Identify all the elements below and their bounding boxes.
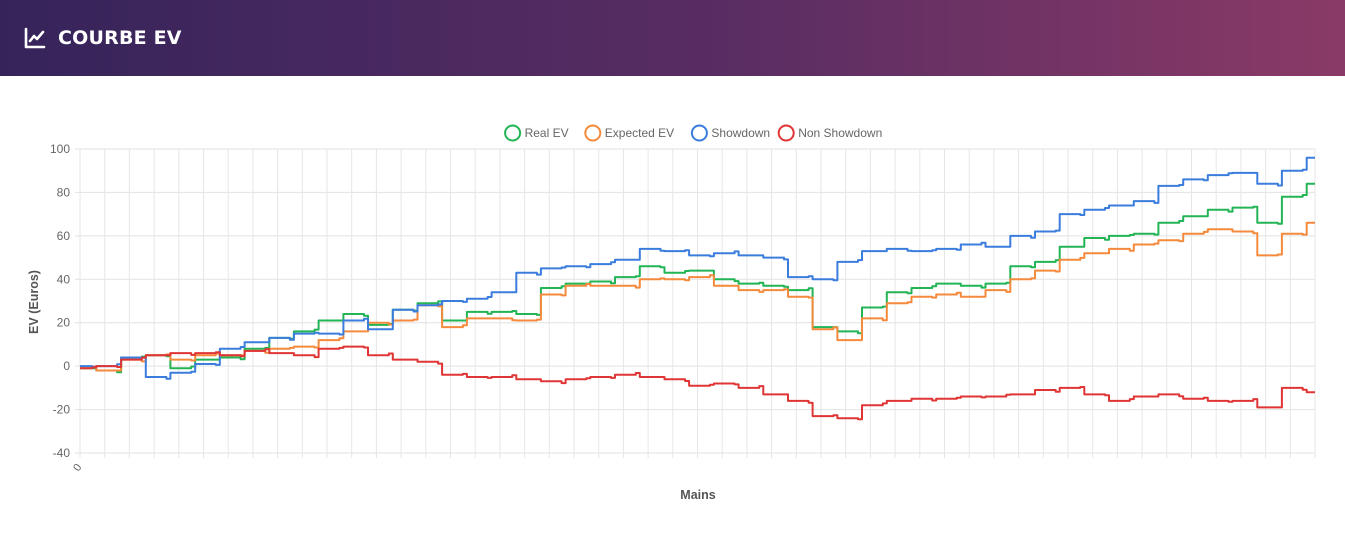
page-header: COURBE EV (0, 0, 1345, 76)
legend-item-expected-ev[interactable]: Expected EV (584, 124, 674, 142)
legend-swatch (777, 124, 795, 142)
legend-item-non-showdown[interactable]: Non Showdown (777, 124, 883, 142)
y-tick-label: -20 (53, 403, 71, 417)
ev-chart-container: Real EV Expected EV Showdown Non Showdown 1… (0, 76, 1345, 531)
chart-legend[interactable]: Real EV Expected EV Showdown Non Showdown (504, 124, 883, 142)
legend-label: Real EV (525, 126, 569, 140)
legend-item-real-ev[interactable]: Real EV (504, 124, 569, 142)
y-tick-label: 60 (57, 229, 71, 243)
legend-swatch (584, 124, 602, 142)
y-axis-label: EV (Euros) (27, 270, 41, 334)
ev-line-chart: Real EV Expected EV Showdown Non Showdown 1… (27, 124, 1316, 502)
line-chart-icon (22, 25, 48, 51)
legend-label: Showdown (711, 126, 770, 140)
y-tick-label: -40 (53, 446, 71, 460)
y-tick-label: 20 (57, 316, 71, 330)
legend-swatch (504, 124, 522, 142)
y-tick-label: 0 (63, 359, 70, 373)
series-line-non-showdown (80, 345, 1315, 421)
chart-grid (75, 148, 1316, 458)
legend-item-showdown[interactable]: Showdown (690, 124, 770, 142)
y-tick-label: 80 (57, 185, 71, 199)
series-line-expected-ev (80, 221, 1315, 372)
x-tick-label: 0 (71, 462, 84, 474)
x-axis-ticks: 0 (71, 462, 84, 474)
legend-label: Non Showdown (798, 126, 882, 140)
series-line-showdown (80, 156, 1315, 380)
page-title: COURBE EV (58, 27, 182, 49)
legend-label: Expected EV (605, 126, 674, 140)
chart-series (80, 156, 1315, 421)
legend-swatch (690, 124, 708, 142)
x-axis-label: Mains (680, 488, 715, 502)
y-tick-label: 40 (57, 272, 71, 286)
y-tick-label: 100 (50, 142, 70, 156)
y-axis-ticks: 100 80 60 40 20 0 -20 -40 (50, 142, 70, 460)
